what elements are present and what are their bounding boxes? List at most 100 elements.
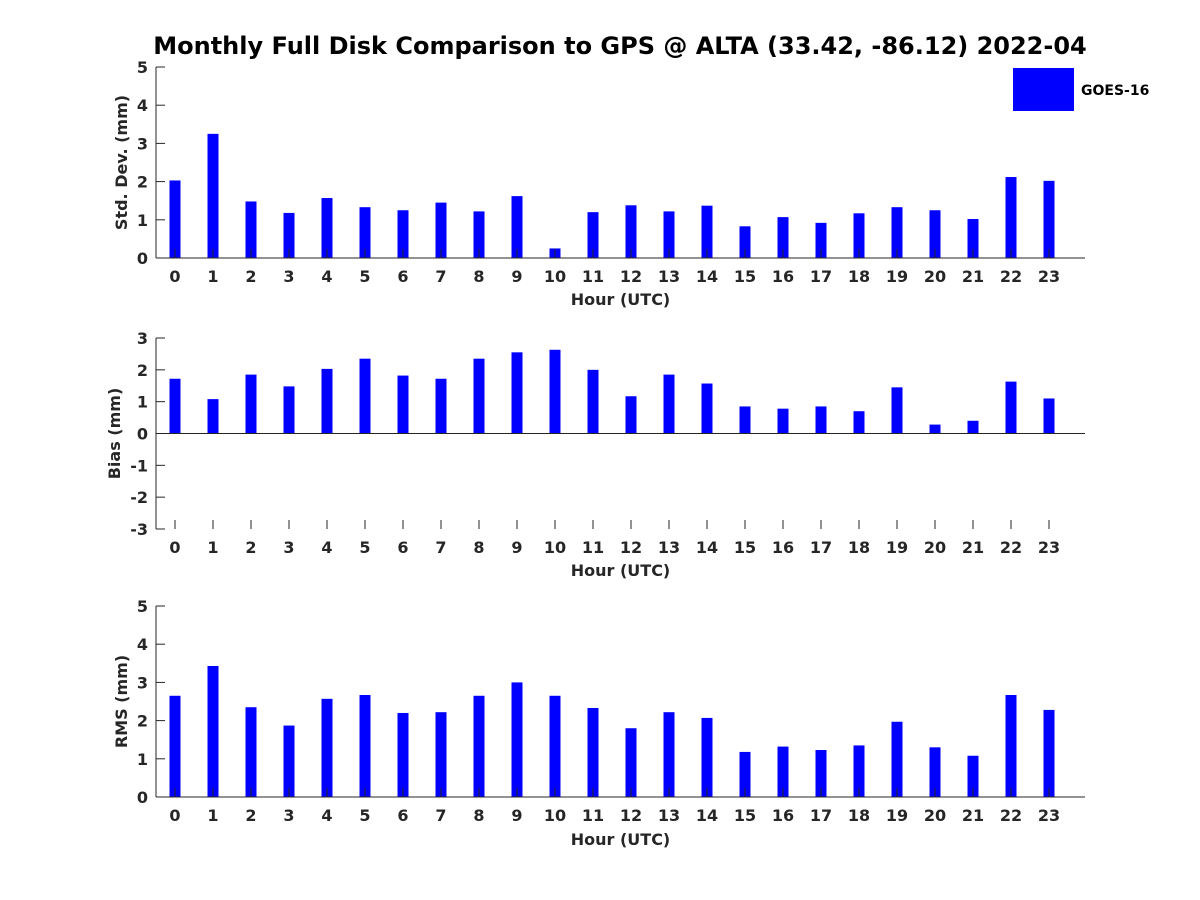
std-dev-x-tick-label: 2 — [245, 267, 256, 286]
bias-bar — [967, 420, 979, 434]
rms-x-tick-label: 16 — [772, 806, 794, 825]
rms-bar — [777, 746, 789, 797]
std-dev-bar — [701, 205, 713, 258]
rms-bar — [853, 745, 865, 797]
std-dev-bar — [283, 212, 295, 258]
std-dev-bar — [1005, 177, 1017, 258]
rms-x-axis-label: Hour (UTC) — [571, 830, 671, 849]
bias-x-tick-label: 23 — [1038, 538, 1060, 557]
std-dev-x-tick-label: 7 — [435, 267, 446, 286]
rms-x-tick-label: 22 — [1000, 806, 1022, 825]
std-dev-bar — [321, 198, 333, 258]
bias-x-tick-label: 6 — [397, 538, 408, 557]
std-dev-bar — [777, 217, 789, 258]
rms-bar — [739, 751, 751, 797]
rms-bar — [283, 725, 295, 797]
rms-bar — [663, 712, 675, 797]
bias-y-tick-label: -2 — [130, 488, 148, 507]
std-dev-x-tick-label: 1 — [207, 267, 218, 286]
rms-bar — [1005, 695, 1017, 797]
bias-y-tick-label: 0 — [137, 425, 148, 444]
std-dev-bar — [207, 133, 219, 258]
rms-y-axis-label: RMS (mm) — [112, 655, 131, 748]
rms-x-tick-label: 5 — [359, 806, 370, 825]
rms-x-tick-label: 13 — [658, 806, 680, 825]
rms-bar — [815, 750, 827, 797]
std-dev-bar — [815, 222, 827, 258]
bias-bar — [245, 374, 257, 434]
std-dev-bar — [1043, 180, 1055, 258]
std-dev-bar — [663, 211, 675, 258]
rms-bar — [891, 721, 903, 797]
std-dev-bar — [435, 202, 447, 258]
bias-bar — [435, 378, 447, 434]
rms-bar — [169, 695, 181, 797]
bias-y-tick-label: 2 — [137, 361, 148, 380]
bias-bar — [701, 383, 713, 434]
legend-swatch — [1013, 68, 1074, 111]
bias-bar — [663, 374, 675, 434]
bias-x-tick-label: 11 — [582, 538, 604, 557]
std-dev-x-tick-label: 15 — [734, 267, 756, 286]
bias-x-tick-label: 4 — [321, 538, 332, 557]
rms-x-tick-label: 21 — [962, 806, 984, 825]
bias-x-tick-label: 17 — [810, 538, 832, 557]
std-dev-x-tick-label: 9 — [511, 267, 522, 286]
std-dev-x-tick-label: 8 — [473, 267, 484, 286]
std-dev-x-tick-label: 16 — [772, 267, 794, 286]
rms-bar — [359, 695, 371, 797]
std-dev-bar — [245, 201, 257, 258]
rms-x-tick-label: 12 — [620, 806, 642, 825]
std-dev-x-tick-label: 11 — [582, 267, 604, 286]
rms-x-tick-label: 4 — [321, 806, 332, 825]
rms-bar — [473, 695, 485, 797]
std-dev-bar — [739, 226, 751, 258]
std-dev-bar — [397, 210, 409, 258]
bias-x-tick-label: 8 — [473, 538, 484, 557]
bias-x-tick-label: 21 — [962, 538, 984, 557]
bias-bar — [473, 358, 485, 434]
bias-bar — [511, 352, 523, 434]
bias-bar — [853, 411, 865, 434]
chart-title: Monthly Full Disk Comparison to GPS @ AL… — [153, 32, 1087, 60]
std-dev-bar — [359, 207, 371, 258]
rms-y-tick-label: 0 — [137, 788, 148, 807]
std-dev-x-tick-label: 21 — [962, 267, 984, 286]
bias-bar — [321, 368, 333, 434]
bias-x-tick-label: 22 — [1000, 538, 1022, 557]
rms-x-tick-label: 10 — [544, 806, 566, 825]
std-dev-y-tick-label: 4 — [137, 96, 148, 115]
std-dev-y-tick-label: 2 — [137, 173, 148, 192]
bias-x-tick-label: 7 — [435, 538, 446, 557]
rms-y-tick-label: 4 — [137, 635, 148, 654]
std-dev-x-tick-label: 10 — [544, 267, 566, 286]
bias-y-tick-label: 1 — [137, 393, 148, 412]
std-dev-y-tick-label: 3 — [137, 134, 148, 153]
rms-bar — [549, 695, 561, 797]
bias-x-tick-label: 13 — [658, 538, 680, 557]
std-dev-bar — [853, 213, 865, 258]
std-dev-x-tick-label: 0 — [169, 267, 180, 286]
rms-x-tick-label: 19 — [886, 806, 908, 825]
rms-bar — [207, 665, 219, 797]
std-dev-x-tick-label: 19 — [886, 267, 908, 286]
bias-bar — [625, 396, 637, 434]
bias-x-tick-label: 9 — [511, 538, 522, 557]
std-dev-bar — [891, 207, 903, 258]
bias-y-axis-label: Bias (mm) — [105, 388, 124, 480]
rms-x-tick-label: 3 — [283, 806, 294, 825]
rms-x-tick-label: 14 — [696, 806, 718, 825]
rms-x-tick-label: 0 — [169, 806, 180, 825]
std-dev-x-tick-label: 23 — [1038, 267, 1060, 286]
bias-bar — [891, 387, 903, 434]
rms-bar — [701, 717, 713, 797]
rms-bar — [435, 712, 447, 797]
bias-x-tick-label: 12 — [620, 538, 642, 557]
bias-bar — [207, 399, 219, 434]
bias-bar — [815, 406, 827, 434]
rms-y-tick-label: 1 — [137, 750, 148, 769]
std-dev-x-tick-label: 20 — [924, 267, 946, 286]
rms-bar — [397, 712, 409, 797]
